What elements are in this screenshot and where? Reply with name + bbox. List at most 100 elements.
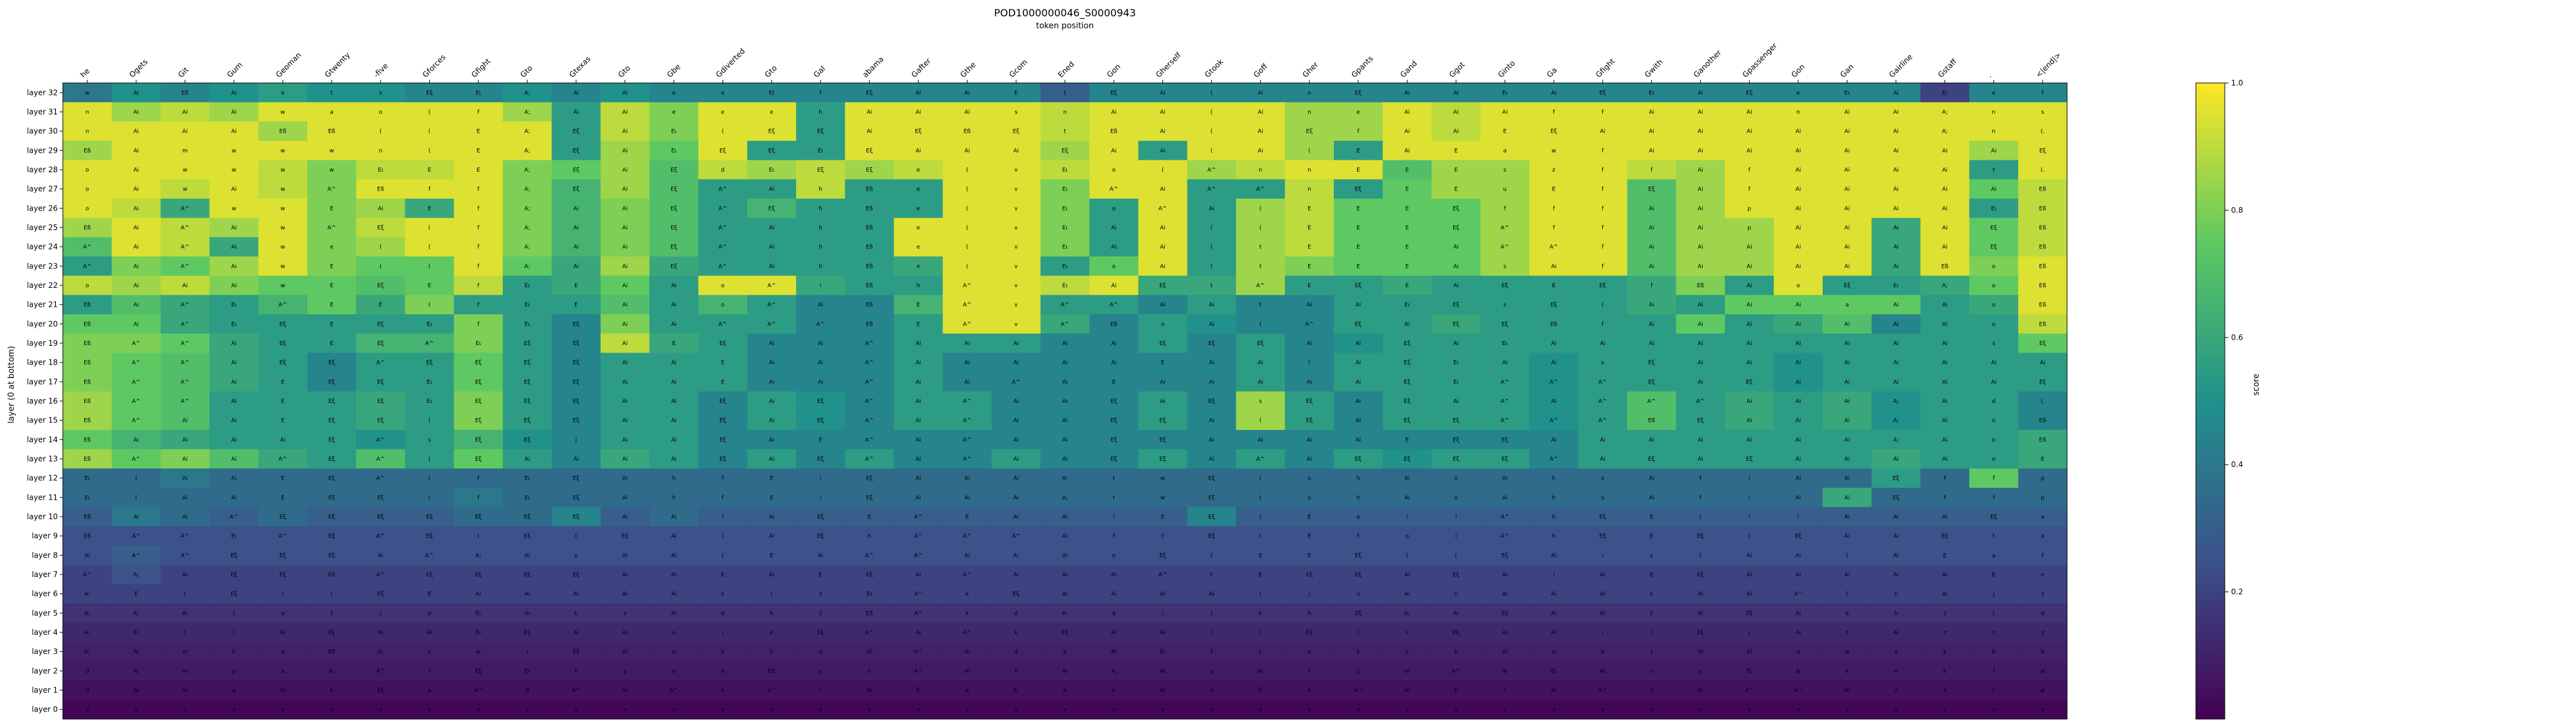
cell-text: o <box>1454 495 1458 501</box>
heatmap-cell <box>1578 333 1628 353</box>
cell-text: ( <box>1357 630 1360 636</box>
heatmap-cell <box>1480 661 1530 681</box>
cell-text: Ai <box>622 90 628 96</box>
heatmap-cell <box>1725 546 1774 566</box>
cell-text: A; <box>329 668 334 674</box>
heatmap-cell <box>1333 333 1384 353</box>
cell-text: ( <box>1211 129 1213 135</box>
cell-text: E <box>1650 514 1654 520</box>
cell-text: f <box>1602 245 1604 251</box>
cell-text: o <box>1992 283 1996 289</box>
cell-text: Eι <box>476 630 481 636</box>
cell-text: u <box>1503 187 1507 193</box>
y-tick-label: layer 21 <box>27 300 58 309</box>
cell-text: Ai <box>1796 225 1801 231</box>
cell-text: Ai <box>1551 591 1557 598</box>
heatmap-cell <box>1040 680 1090 700</box>
heatmap-cell <box>1285 700 1334 720</box>
heatmap-cell <box>1822 372 1872 392</box>
cell-text: Eι <box>378 167 383 173</box>
heatmap-cell <box>454 256 503 277</box>
heatmap-cell <box>307 603 357 624</box>
heatmap-cell <box>63 449 112 469</box>
heatmap-cell <box>356 680 406 700</box>
cell-text: Eξ <box>280 321 287 327</box>
cell-text: Ai <box>574 630 579 636</box>
cell-text: h <box>1552 534 1556 540</box>
cell-text: Ai <box>1258 109 1263 116</box>
heatmap-cell <box>1187 526 1236 546</box>
cell-text: n <box>2041 572 2044 578</box>
cell-text: a <box>1063 707 1067 713</box>
cell-text: Eξ <box>1208 514 1215 520</box>
heatmap-cell <box>503 160 552 180</box>
heatmap-cell <box>1285 526 1334 546</box>
cell-text: Eß <box>866 225 873 231</box>
cell-text: A^ <box>181 534 190 540</box>
cell-text: Ai <box>1796 341 1801 347</box>
heatmap-cell <box>1871 642 1921 662</box>
cell-text: Ai <box>671 302 677 309</box>
cell-text: Eξ <box>1795 534 1802 540</box>
cell-text: Ai <box>1062 553 1068 559</box>
cell-text: k <box>1063 688 1067 694</box>
cell-text: k <box>1015 668 1018 674</box>
cell-text: Ai <box>769 572 775 578</box>
cell-text: Ai <box>818 360 824 366</box>
cell-text: a <box>1699 707 1703 713</box>
cell-text: A^ <box>1500 514 1509 520</box>
y-tick-label: layer 6 <box>31 590 58 598</box>
cell-text: Ai <box>1747 649 1752 656</box>
heatmap-cell <box>600 256 650 277</box>
heatmap-cell <box>600 372 650 392</box>
cell-text: o <box>1992 456 1996 463</box>
heatmap-cell <box>356 507 406 527</box>
cell-text: a <box>1894 649 1898 656</box>
cell-text: E <box>1992 572 1995 578</box>
cell-text: E <box>330 283 334 289</box>
heatmap-cell <box>503 199 552 219</box>
heatmap-cell <box>63 217 112 238</box>
heatmap-cell <box>1431 526 1481 546</box>
cell-text: Eξ <box>2039 379 2046 385</box>
cell-text: ( <box>722 553 724 559</box>
cell-text: Ai <box>133 225 139 231</box>
cell-text: Eι <box>525 302 530 309</box>
heatmap-cell <box>307 526 357 546</box>
cell-text: Ai <box>231 90 237 96</box>
heatmap-cell <box>1920 507 1970 527</box>
heatmap-cell <box>1089 391 1139 411</box>
heatmap-cell <box>1969 295 2019 315</box>
cell-text: a <box>232 707 236 713</box>
cell-text: f <box>722 476 724 482</box>
heatmap-cell <box>1578 314 1628 334</box>
cell-text: o <box>721 283 725 289</box>
cell-text: Eι <box>1453 379 1459 385</box>
cell-text: Eξ <box>231 591 237 598</box>
cell-text: Eξ <box>670 206 677 212</box>
heatmap-cell <box>1627 256 1677 277</box>
heatmap-cell <box>698 507 748 527</box>
heatmap-cell <box>942 102 992 122</box>
heatmap-cell <box>63 584 112 604</box>
heatmap-cell <box>1676 83 1725 103</box>
heatmap-cell <box>1871 199 1921 219</box>
cell-text: w <box>280 225 285 231</box>
cell-text: Ai <box>182 610 188 617</box>
cell-text: Eι <box>1160 649 1165 656</box>
cell-text: ( <box>1700 514 1702 520</box>
heatmap-cell <box>258 661 308 681</box>
cell-text: f <box>428 187 431 193</box>
heatmap-cell <box>1627 217 1677 238</box>
cell-text: A^ <box>376 668 385 674</box>
cell-text: n <box>85 109 89 116</box>
heatmap-cell <box>893 275 943 295</box>
cell-text: A; <box>1942 109 1948 116</box>
cell-text: Ai <box>1845 688 1850 694</box>
cell-text: j <box>1308 591 1311 598</box>
cell-text: h <box>819 225 822 231</box>
cell-text: Ai <box>622 514 628 520</box>
cell-text: t <box>1113 495 1115 501</box>
x-tick-label: Gum <box>226 60 244 79</box>
cell-text: Ai <box>182 437 188 443</box>
